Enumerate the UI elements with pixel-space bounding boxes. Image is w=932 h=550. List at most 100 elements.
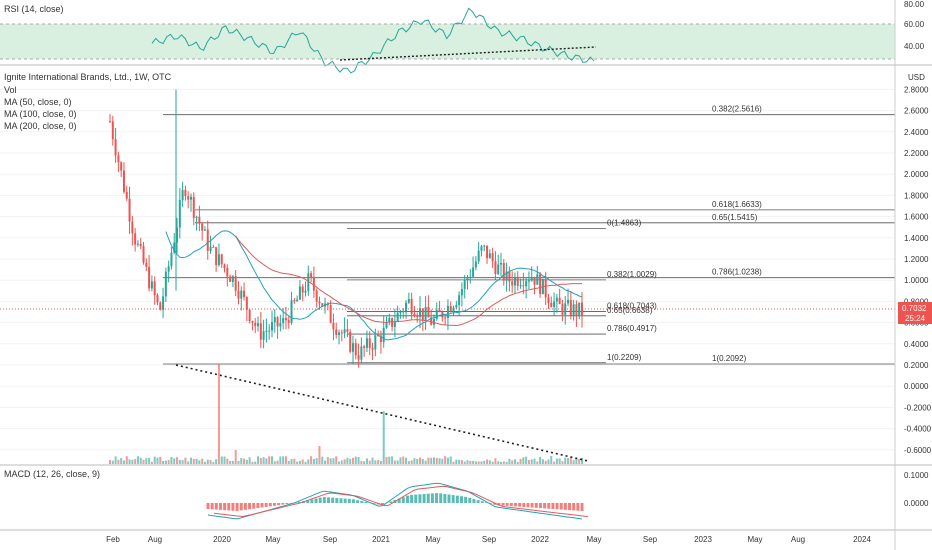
countdown-value: 25:24 (905, 314, 926, 323)
rsi-tick-label: 60.00 (904, 20, 925, 29)
macd-bar (501, 503, 505, 506)
time-axis-label: May (747, 535, 762, 544)
candle-body (416, 316, 419, 318)
candle-body (405, 302, 408, 312)
candle-body (446, 305, 449, 319)
candle-body (460, 288, 463, 296)
currency-label: USD (908, 73, 925, 82)
volume-bar (273, 461, 276, 464)
ma-line-red (235, 235, 583, 327)
volume-bar (377, 460, 380, 464)
volume-bar (460, 460, 463, 464)
volume-bar (150, 461, 153, 464)
volume-bar (128, 459, 131, 464)
price-tick-label: -0.2000 (904, 403, 932, 412)
volume-bar (575, 458, 578, 464)
volume-bar (578, 458, 581, 464)
volume-bar (301, 459, 304, 464)
price-axis: 2.8000 2.6000 2.4000 2.2000 2.0000 1.8000 1.60… (904, 85, 932, 454)
rsi-panel: RSI (14, close) 80.00 60.00 40.00 (0, 0, 925, 74)
candle-body (259, 323, 262, 340)
legend-ma200: MA (200, close, 0) (4, 121, 77, 131)
candle-body (382, 327, 385, 343)
candle-body (527, 280, 530, 282)
volume-bar (243, 458, 246, 464)
candle-body (432, 319, 435, 325)
candle-body (125, 191, 128, 199)
rsi-label: RSI (14, close) (4, 4, 64, 14)
volume-bar (441, 458, 444, 464)
candle-body (217, 254, 220, 266)
volume-bar (351, 457, 354, 464)
volume-bar (553, 461, 556, 464)
candle-body (296, 299, 299, 302)
volume-bar (284, 456, 287, 464)
volume-bar (486, 459, 489, 464)
volume-bar (265, 458, 268, 464)
fib-label: 0.65(0.6638) (607, 306, 653, 315)
volume-bar (310, 456, 313, 464)
volume-bar (162, 461, 165, 464)
volume-bar (248, 457, 251, 464)
candle-body (335, 329, 338, 335)
volume-bar (466, 460, 469, 464)
volume-bar (184, 457, 187, 464)
volume-bar (541, 459, 544, 464)
volume-bar (488, 460, 491, 464)
candle-body (379, 335, 382, 343)
candle-body (505, 271, 508, 281)
volume-bar (148, 457, 151, 464)
candle-body (229, 276, 232, 282)
candle-body (192, 196, 195, 218)
volume-bar (136, 456, 139, 464)
fib-label: 1(0.2209) (607, 353, 642, 362)
candle-body (234, 276, 237, 291)
candle-body (298, 286, 301, 300)
macd-bar (331, 497, 335, 503)
candle-body (438, 309, 441, 313)
volume-bar (257, 456, 260, 464)
macd-bar (306, 500, 310, 503)
macd-bar (480, 501, 484, 503)
macd-bar (335, 497, 339, 503)
volume-bar (340, 460, 343, 464)
volume-bar (304, 461, 307, 464)
candle-body (203, 229, 206, 231)
candle-body (270, 322, 273, 331)
macd-tick-label: 0.0000 (904, 499, 929, 508)
macd-bar (248, 503, 252, 510)
candle-body (500, 263, 503, 265)
candle-body (148, 266, 151, 289)
volume-bar (449, 456, 452, 464)
macd-bar (297, 501, 301, 503)
candle-body (231, 276, 234, 282)
candle-body (458, 295, 461, 306)
candle-body (539, 274, 542, 295)
volume-bar (326, 457, 329, 464)
macd-bar (430, 493, 434, 503)
price-tick-label: 1.2000 (904, 255, 929, 264)
volume-bar (544, 460, 547, 464)
candle-body (569, 299, 572, 316)
volume-bar (472, 460, 475, 464)
volume-bar (164, 460, 167, 464)
candle-body (343, 329, 346, 334)
macd-bar (559, 503, 563, 510)
candle-body (254, 322, 257, 327)
candle-body (114, 139, 117, 156)
candle-body (176, 227, 179, 243)
candle-body (371, 347, 374, 350)
candle-body (488, 253, 491, 259)
candle-body (134, 233, 137, 245)
macd-bar (389, 501, 393, 503)
volume-bar (114, 456, 117, 464)
candle-body (346, 329, 349, 332)
price-tick-label: 1.4000 (904, 234, 929, 243)
candle-body (480, 246, 483, 251)
volume-bar (455, 459, 458, 464)
volume-bar (360, 461, 363, 464)
time-axis-label: Feb (106, 535, 120, 544)
candle-body (472, 267, 475, 277)
macd-bar (418, 494, 422, 503)
